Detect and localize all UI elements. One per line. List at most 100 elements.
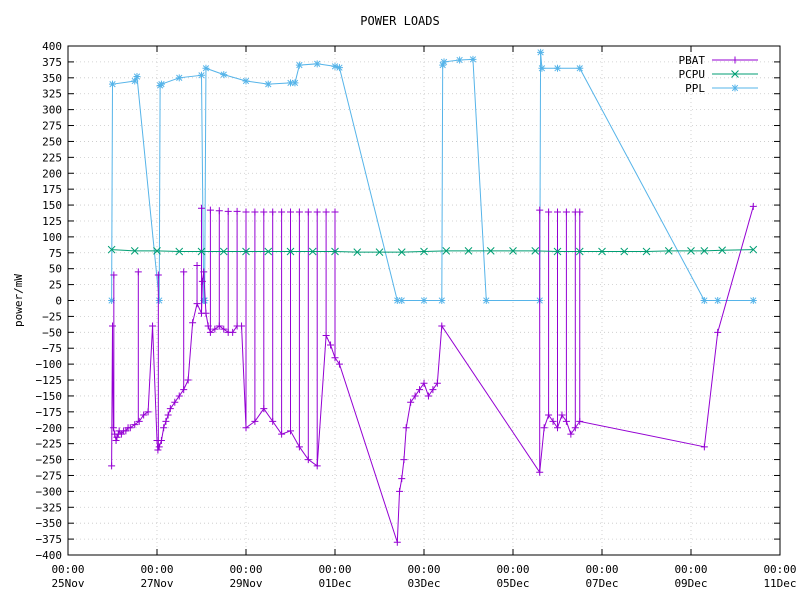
- x-tick-label-time: 00:00: [763, 563, 796, 576]
- data-point-ppl: [482, 297, 490, 304]
- y-tick-label: −175: [36, 406, 63, 419]
- data-point-pbat: [233, 207, 241, 215]
- data-point-pbat: [215, 207, 223, 215]
- data-point-pbat: [400, 456, 408, 464]
- y-tick-label: −200: [36, 422, 63, 435]
- legend-label-ppl: PPL: [685, 82, 705, 95]
- data-point-pbat: [433, 379, 441, 387]
- data-point-pbat: [160, 424, 168, 432]
- x-tick-label-date: 09Dec: [674, 577, 707, 590]
- data-point-pbat: [402, 424, 410, 432]
- data-point-pbat: [224, 207, 232, 215]
- data-point-pbat: [157, 436, 165, 444]
- data-point-pbat: [189, 319, 197, 327]
- data-point-ppl: [700, 297, 708, 304]
- y-tick-label: −75: [42, 342, 62, 355]
- x-tick-label-date: 27Nov: [140, 577, 173, 590]
- data-point-ppl: [420, 297, 428, 304]
- data-point-pbat: [180, 268, 188, 276]
- y-tick-label: −300: [36, 485, 63, 498]
- x-tick-label-time: 00:00: [407, 563, 440, 576]
- data-point-pbat: [154, 271, 162, 279]
- y-tick-label: −325: [36, 501, 63, 514]
- data-point-ppl: [202, 64, 210, 72]
- data-point-pbat: [411, 392, 419, 400]
- y-tick-label: −125: [36, 374, 63, 387]
- y-tick-label: −50: [42, 326, 62, 339]
- data-point-ppl: [438, 297, 446, 304]
- y-tick-label: 50: [49, 263, 62, 276]
- data-point-pcpu: [486, 247, 495, 255]
- data-point-ppl: [393, 297, 401, 304]
- data-point-pcpu: [531, 247, 540, 255]
- x-tick-label-time: 00:00: [229, 563, 262, 576]
- x-tick-label-time: 00:00: [318, 563, 351, 576]
- data-point-pcpu: [620, 247, 629, 256]
- y-tick-label: −250: [36, 454, 63, 467]
- data-point-pbat: [429, 386, 437, 394]
- y-tick-label: −400: [36, 549, 63, 562]
- data-point-pbat: [269, 208, 277, 216]
- data-point-ppl: [537, 48, 545, 56]
- data-point-pcpu: [442, 247, 451, 255]
- data-point-pbat: [393, 538, 401, 546]
- data-point-pbat: [140, 411, 148, 419]
- data-point-pbat: [700, 443, 708, 451]
- data-point-ppl: [264, 80, 272, 88]
- data-point-pcpu: [353, 248, 362, 256]
- y-tick-label: −100: [36, 358, 63, 371]
- x-tick-label-date: 07Dec: [585, 577, 618, 590]
- data-point-pcpu: [175, 247, 184, 256]
- data-point-pcpu: [664, 247, 673, 255]
- data-point-ppl: [335, 64, 343, 72]
- data-point-pbat: [416, 386, 424, 394]
- data-point-pbat: [110, 271, 118, 279]
- y-tick-label: 150: [42, 199, 62, 212]
- data-point-pcpu: [575, 247, 584, 256]
- data-point-pbat: [322, 208, 330, 216]
- data-point-ppl: [220, 71, 228, 79]
- data-point-pbat: [424, 392, 432, 400]
- data-point-ppl: [198, 71, 205, 79]
- data-point-pbat: [202, 309, 210, 317]
- legend-marker-pbat: [731, 56, 739, 64]
- data-point-ppl: [201, 297, 209, 304]
- data-point-pcpu: [749, 245, 758, 254]
- data-point-pcpu: [718, 246, 727, 255]
- data-point-pbat: [567, 430, 575, 438]
- data-point-pcpu: [464, 247, 473, 255]
- data-point-ppl: [287, 79, 294, 87]
- data-point-pbat: [558, 411, 566, 419]
- data-point-ppl: [576, 64, 584, 72]
- data-point-pbat: [554, 208, 561, 216]
- data-point-pbat: [171, 398, 179, 406]
- y-tick-label: 175: [42, 183, 62, 196]
- data-point-pcpu: [264, 247, 273, 256]
- data-point-pbat: [184, 376, 192, 384]
- data-point-ppl: [133, 73, 141, 81]
- data-point-pcpu: [107, 245, 116, 254]
- data-point-pbat: [198, 204, 205, 212]
- data-point-pbat: [420, 379, 428, 387]
- data-point-pbat: [576, 208, 584, 216]
- data-point-pbat: [260, 208, 268, 216]
- data-point-pbat: [220, 325, 228, 333]
- data-point-pbat: [113, 433, 121, 441]
- data-point-ppl: [108, 297, 116, 304]
- data-point-ppl: [554, 64, 561, 72]
- data-point-pcpu: [153, 247, 161, 255]
- y-tick-label: 275: [42, 120, 62, 133]
- data-point-pbat: [540, 424, 548, 432]
- data-point-pcpu: [219, 247, 228, 256]
- x-tick-label-date: 11Dec: [763, 577, 796, 590]
- legend-marker-pcpu: [731, 70, 739, 78]
- y-tick-label: −150: [36, 390, 63, 403]
- data-point-pbat: [162, 417, 170, 425]
- data-point-pbat: [545, 208, 553, 216]
- data-point-pcpu: [397, 248, 406, 256]
- data-point-ppl: [157, 80, 165, 88]
- legend-label-pcpu: PCPU: [679, 68, 706, 81]
- data-point-pbat: [175, 392, 183, 400]
